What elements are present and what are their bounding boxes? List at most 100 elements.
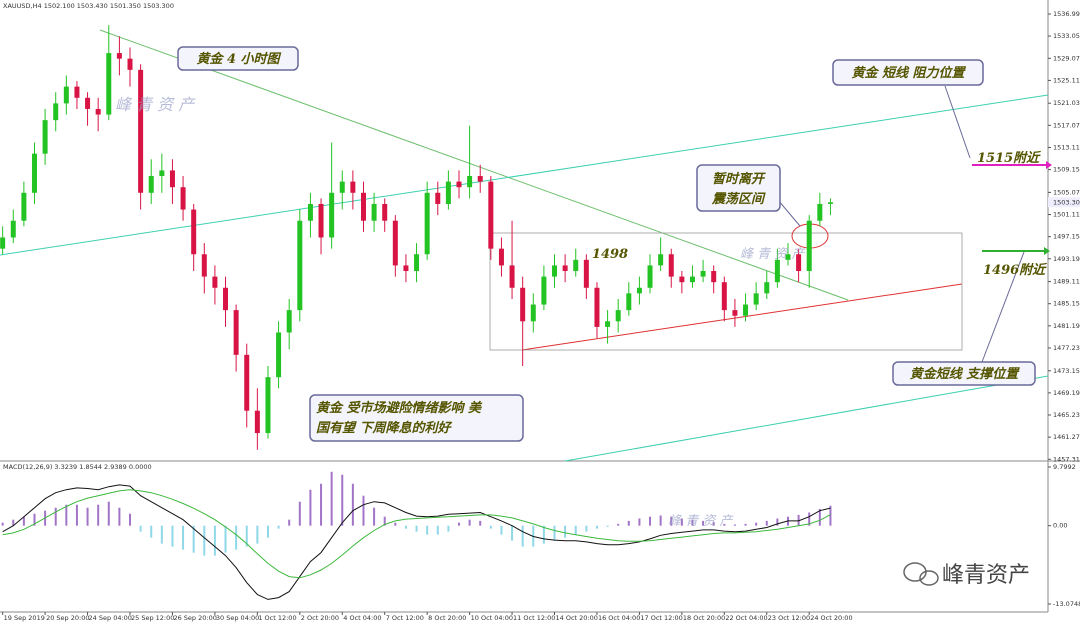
candle-body [594, 287, 600, 327]
candle-body [796, 254, 802, 272]
candle-body [116, 53, 122, 59]
histogram-bar [447, 525, 450, 532]
channel-line [564, 375, 1049, 462]
candle-body [74, 86, 80, 98]
candle-body [297, 220, 303, 311]
watermark: 峰 青 资 产 [740, 247, 806, 262]
candle-body [806, 220, 812, 272]
histogram-bar [266, 525, 269, 538]
annotation: 国有望 下周降息的利好 [316, 420, 453, 436]
annotation: 黄金 受市场避险情绪影响 美 [316, 400, 483, 416]
annotation-box [309, 394, 524, 442]
candle-body [138, 69, 144, 193]
histogram-bar [564, 525, 567, 538]
candle-body [732, 310, 738, 316]
candle-body [339, 181, 345, 193]
price-tag-label: 1503.300 [1053, 198, 1080, 206]
annotation-box [177, 46, 299, 71]
candle-body [636, 287, 642, 294]
y-tick-label: 1536.990 [1053, 10, 1080, 18]
candle-body [318, 203, 324, 238]
x-tick-label: 7 Oct 12:00 [386, 614, 424, 622]
candle-body [244, 354, 250, 411]
candle-body [827, 202, 833, 204]
histogram-bar [171, 525, 174, 547]
candle-body [31, 153, 37, 193]
histogram-bar [649, 516, 652, 526]
histogram-bar [723, 523, 726, 526]
y-tick-label: 1521.030 [1053, 99, 1080, 107]
histogram-bar [638, 518, 641, 526]
watermark: 峰 青 资 产 [115, 95, 196, 114]
y-tick-label: 1513.110 [1053, 143, 1080, 151]
candle-body [329, 192, 335, 238]
candle-body [21, 192, 27, 221]
candle-body [785, 254, 791, 260]
candle-body [774, 259, 780, 283]
candle-body [552, 265, 558, 277]
candle-body [817, 203, 823, 221]
channel-line [0, 94, 1049, 256]
histogram-bar [245, 525, 248, 547]
annotation: 1498 [592, 247, 628, 262]
candle-body [360, 192, 366, 221]
y-tick-label: 1517.070 [1053, 121, 1080, 129]
candle-body [371, 203, 377, 221]
candle-body [445, 181, 451, 204]
y-tick-label: 1477.230 [1053, 344, 1080, 352]
annotation-box [832, 59, 984, 86]
x-tick-label: 14 Oct 20:00 [556, 614, 598, 622]
arrow-head [1046, 161, 1052, 169]
annotation-box [892, 361, 1036, 386]
histogram-bar [129, 513, 132, 526]
candle-body [647, 265, 653, 288]
y-tick-label: 1509.150 [1053, 166, 1080, 174]
histogram-bar [436, 525, 439, 535]
candle-body [265, 377, 271, 434]
x-tick-label: 19 Sep 2019 [4, 614, 45, 622]
x-tick-label: 22 Oct 04:00 [725, 614, 767, 622]
y-tick-label: 1493.190 [1053, 255, 1080, 263]
candle-body [403, 265, 409, 272]
price-tag [1048, 197, 1080, 208]
candle-body [467, 176, 473, 188]
x-tick-label: 16 Oct 04:00 [598, 614, 640, 622]
y-tick-label: 1533.050 [1053, 32, 1080, 40]
y-tick-label: 1497.150 [1053, 233, 1080, 241]
histogram-bar [256, 525, 259, 544]
histogram-bar [277, 525, 280, 529]
candle-body [520, 287, 526, 322]
histogram-bar [489, 525, 492, 529]
candle-body [424, 192, 430, 255]
histogram-bar [426, 525, 429, 535]
candle-body [382, 203, 388, 221]
histogram-bar [585, 525, 588, 532]
candle-body [53, 103, 59, 121]
y2-tick-label: 9.7992 [1053, 463, 1076, 471]
candle-body [530, 304, 536, 322]
candle-body [42, 120, 48, 154]
histogram-bar [75, 504, 78, 526]
candle-body [605, 321, 611, 327]
x-tick-label: 24 Sep 04:00 [89, 614, 132, 622]
histogram-bar [160, 525, 163, 544]
candle-body [159, 170, 165, 177]
x-tick-label: 26 Sep 20:00 [173, 614, 216, 622]
histogram-bar [606, 525, 609, 527]
candle-body [573, 259, 579, 272]
connector [944, 85, 971, 159]
indicator-line [2, 489, 831, 579]
x-tick-label: 4 Oct 04:00 [343, 614, 381, 622]
histogram-bar [203, 525, 206, 556]
x-tick-label: 11 Oct 12:00 [513, 614, 555, 622]
histogram-bar [341, 474, 344, 526]
histogram-bar [595, 525, 598, 529]
histogram-bar [542, 525, 545, 544]
histogram-bar [86, 507, 89, 526]
histogram-bar [574, 525, 577, 535]
histogram-bar [829, 505, 832, 526]
histogram-bar [12, 519, 15, 526]
candle-body [212, 276, 218, 288]
